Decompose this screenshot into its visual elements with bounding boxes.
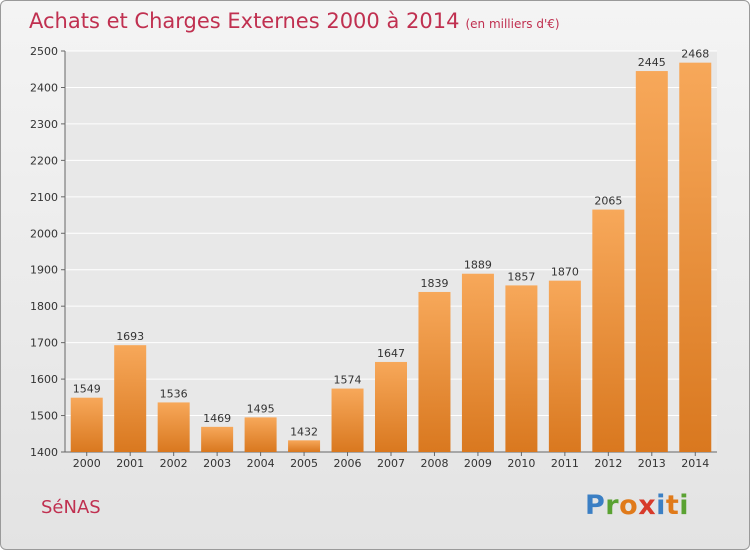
- x-tick-label: 2007: [377, 457, 405, 470]
- logo-letter: i: [679, 490, 690, 521]
- y-tick-label: 2000: [30, 227, 58, 240]
- data-label: 1495: [247, 402, 275, 415]
- data-label: 1536: [160, 387, 188, 400]
- data-label: 2468: [681, 48, 709, 61]
- x-tick-label: 2002: [160, 457, 188, 470]
- data-label: 1469: [203, 412, 231, 425]
- x-tick-label: 2011: [551, 457, 579, 470]
- chart-unit: (en milliers d'€): [465, 17, 560, 31]
- x-tick-label: 2012: [594, 457, 622, 470]
- data-label: 2445: [638, 56, 666, 69]
- x-tick-label: 2001: [116, 457, 144, 470]
- bar: [505, 285, 538, 452]
- bar: [288, 440, 321, 452]
- y-tick-label: 2500: [30, 45, 58, 58]
- x-tick-label: 2013: [638, 457, 666, 470]
- logo-letter: i: [656, 490, 666, 521]
- data-label: 1432: [290, 425, 318, 438]
- bar: [114, 345, 147, 452]
- y-tick-label: 1800: [30, 300, 58, 313]
- data-label: 1857: [507, 270, 535, 283]
- logo-letter: r: [605, 490, 620, 521]
- bar: [157, 402, 190, 452]
- proxiti-logo: Proxiti: [585, 490, 689, 521]
- x-tick-label: 2008: [420, 457, 448, 470]
- bar: [548, 280, 581, 452]
- y-tick-label: 1500: [30, 410, 58, 423]
- data-label: 2065: [594, 195, 622, 208]
- y-tick-label: 2400: [30, 81, 58, 94]
- bar: [461, 273, 494, 452]
- data-label: 1889: [464, 259, 492, 272]
- x-tick-label: 2003: [203, 457, 231, 470]
- bar: [418, 291, 451, 452]
- x-tick-label: 2010: [507, 457, 535, 470]
- x-tick-label: 2000: [73, 457, 101, 470]
- logo-letter: t: [665, 490, 680, 521]
- x-tick-label: 2014: [681, 457, 709, 470]
- bar: [70, 397, 103, 452]
- logo-letter: P: [585, 490, 606, 521]
- bar: [331, 388, 364, 452]
- y-tick-label: 2200: [30, 154, 58, 167]
- x-tick-label: 2006: [334, 457, 362, 470]
- data-label: 1574: [334, 374, 362, 387]
- bar: [375, 361, 407, 452]
- y-tick-label: 1600: [30, 373, 58, 386]
- y-tick-label: 2300: [30, 118, 58, 131]
- chart-title-text: Achats et Charges Externes 2000 à 2014: [29, 9, 460, 33]
- bar: [635, 71, 668, 453]
- data-label: 1647: [377, 347, 405, 360]
- chart-title: Achats et Charges Externes 2000 à 2014 (e…: [29, 9, 560, 33]
- y-tick-label: 1700: [30, 337, 58, 350]
- x-tick-label: 2009: [464, 457, 492, 470]
- x-tick-label: 2005: [290, 457, 318, 470]
- bar: [201, 426, 234, 452]
- data-label: 1839: [420, 277, 448, 290]
- data-label: 1870: [551, 266, 579, 279]
- place-name: SéNAS: [41, 497, 101, 518]
- y-tick-label: 1400: [30, 446, 58, 459]
- bar: [592, 209, 625, 452]
- logo-letter: x: [638, 490, 657, 521]
- y-tick-label: 2100: [30, 191, 58, 204]
- bar: [679, 62, 712, 452]
- bar: [244, 417, 277, 452]
- data-label: 1693: [116, 330, 144, 343]
- logo-letter: o: [619, 490, 639, 521]
- data-label: 1549: [73, 383, 101, 396]
- x-tick-label: 2004: [247, 457, 275, 470]
- y-tick-label: 1900: [30, 264, 58, 277]
